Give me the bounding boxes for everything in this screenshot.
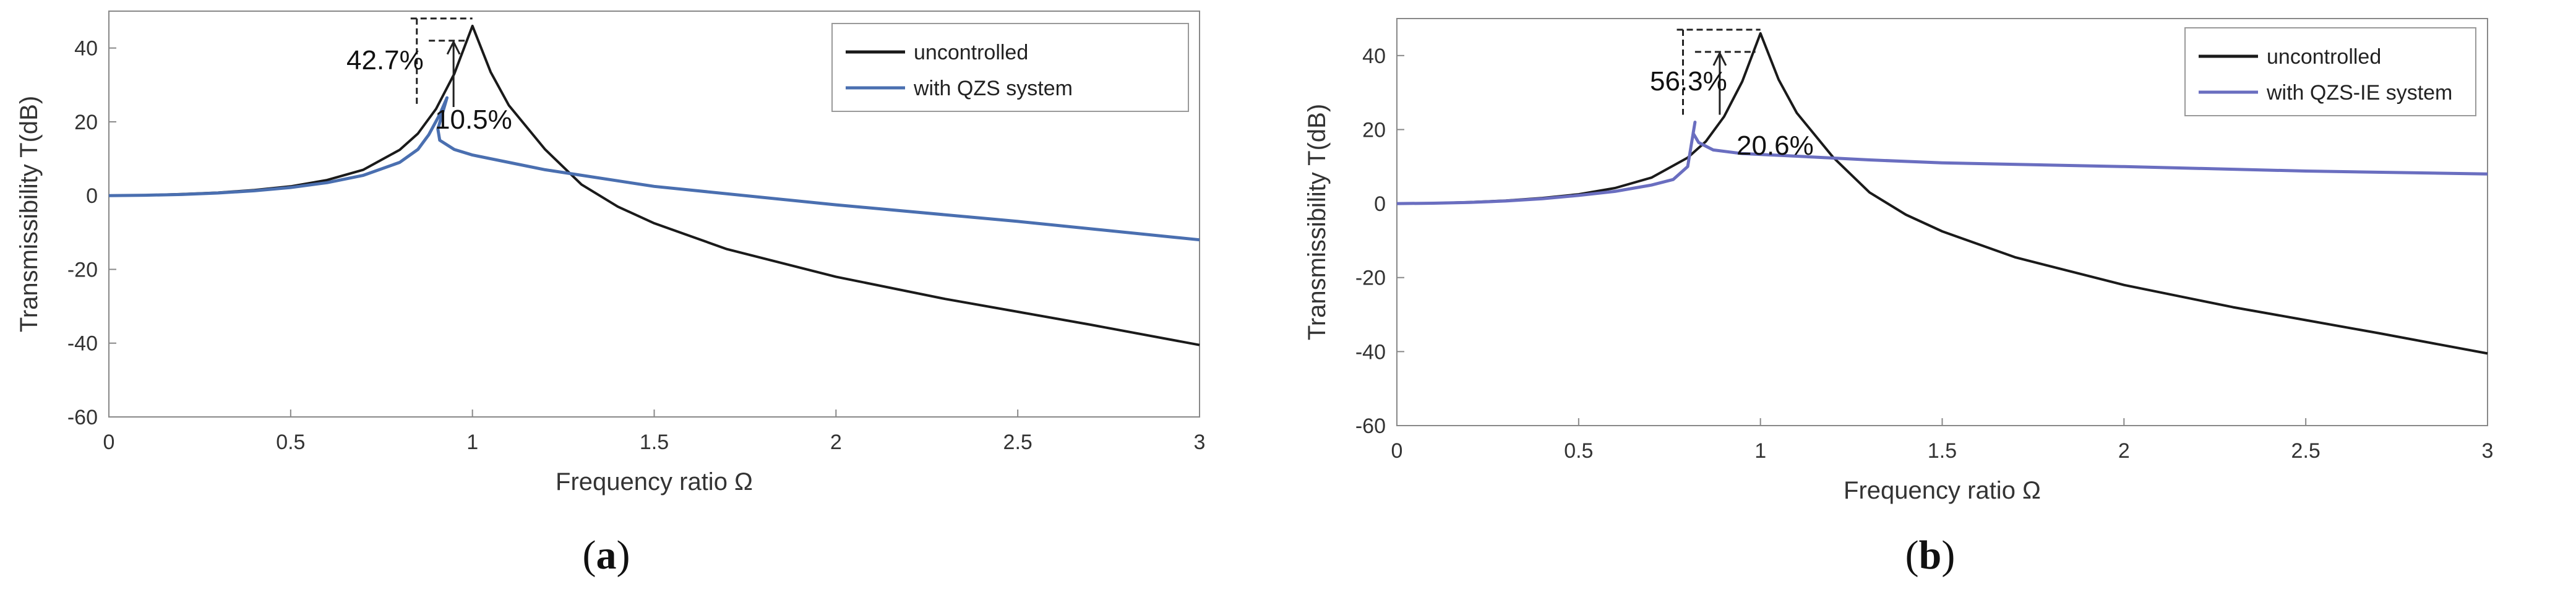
y-tick-label: 0 [1374,192,1386,216]
y-axis-label: Transmissibility T(dB) [15,96,43,332]
x-tick-label: 1.5 [1928,439,1957,463]
annotation-label: 10.5% [435,105,512,135]
x-tick-label: 2 [830,431,842,454]
annotation-arrowhead [446,40,461,55]
y-tick-label: -60 [67,406,98,429]
chart-panel-a: -60 -40 -20 0 20 40 0 0.5 1 1.5 2 2.5 3 Frequency rat… [0,0,1288,589]
annotation-label: 56.3% [1650,66,1727,97]
x-tick-label: 1 [1754,439,1766,463]
x-axis-label: Frequency ratio Ω [1844,477,2041,504]
chart-a-svg: -60 -40 -20 0 20 40 0 0.5 1 1.5 2 2.5 3 Frequency rat… [15,11,1206,495]
annotation-arrowhead [1712,51,1727,66]
x-tick-label: 3 [1194,431,1206,454]
x-tick-label: 1 [466,431,478,454]
x-tick-label: 2 [2118,439,2130,463]
chart-panel-b: -60 -40 -20 0 20 40 0 0.5 1 1.5 2 2.5 3 Frequency rat… [1288,0,2576,589]
y-tick-label: 40 [1362,45,1386,68]
subfigure-label-b: (b) [1905,533,1956,578]
y-tick-label: 20 [1362,118,1386,142]
legend-box [831,23,1189,112]
legend-label: uncontrolled [2267,45,2381,69]
annotation-guides [1677,28,1761,115]
x-tick-label: 0.5 [1564,439,1593,463]
legend-box [2184,27,2476,116]
y-tick-label: 40 [74,37,98,61]
series-line-controlled [108,96,1200,242]
y-tick-label: -20 [1355,267,1386,290]
annotation-label: 20.6% [1737,131,1814,161]
x-tick-label: 0 [1391,439,1403,463]
x-tick-label: 1.5 [640,431,669,454]
y-tick-label: -20 [67,258,98,281]
y-tick-label: 20 [74,111,98,134]
y-tick-label: 0 [86,184,98,208]
annotation-guides [410,17,473,108]
y-tick-label: -40 [1355,340,1386,364]
x-tick-label: 0 [103,431,115,454]
subfigure-label-a: (a) [582,533,630,578]
x-tick-label: 3 [2482,439,2494,463]
chart-b-svg: -60 -40 -20 0 20 40 0 0.5 1 1.5 2 2.5 3 Frequency rat… [1303,18,2494,504]
legend-label: with QZS system [913,77,1073,100]
subfigure-letter-a: a [596,533,617,578]
series-line-controlled [1396,121,2488,205]
y-axis-label: Transmissibility T(dB) [1303,104,1331,340]
legend-label: uncontrolled [914,41,1028,64]
x-tick-label: 2.5 [1003,431,1033,454]
legend-label: with QZS-IE system [2266,81,2452,105]
y-tick-label: -40 [67,332,98,356]
x-tick-label: 0.5 [276,431,305,454]
x-axis-label: Frequency ratio Ω [556,468,753,495]
subfigure-letter-b: b [1918,533,1942,578]
y-tick-label: -60 [1355,414,1386,438]
x-tick-label: 2.5 [2291,439,2321,463]
annotation-label: 42.7% [346,45,424,75]
